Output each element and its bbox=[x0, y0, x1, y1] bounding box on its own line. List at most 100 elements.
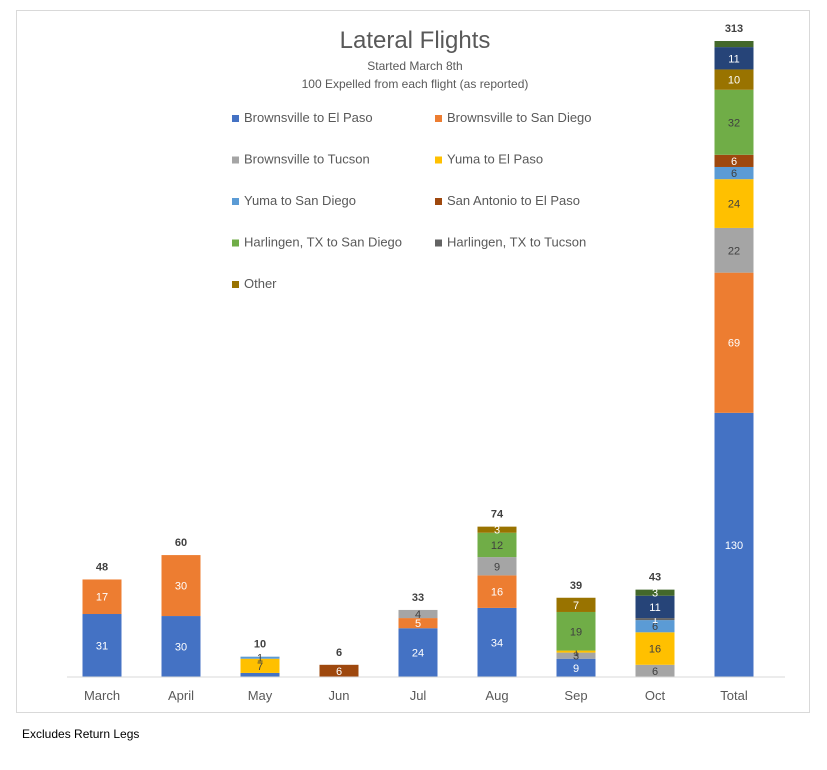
bar-segment-aug-brownsville-to-el-paso bbox=[477, 607, 517, 677]
x-tick-label-may: May bbox=[248, 688, 273, 703]
chart-title: Lateral Flights bbox=[340, 27, 491, 54]
bar-total-label: 10 bbox=[254, 639, 266, 651]
bar-segment-sep-brownsville-to-el-paso bbox=[556, 658, 596, 677]
bar-value-label: 24 bbox=[412, 648, 424, 660]
bar-total-label: 60 bbox=[175, 537, 187, 549]
bar-segment-oct-yuma-to-san-diego bbox=[635, 620, 675, 633]
bar-segment-total-brownsville-to-san-diego bbox=[714, 272, 754, 413]
bar-segment-total-brownsville-to-el-paso bbox=[714, 412, 754, 677]
legend-swatch bbox=[435, 198, 442, 205]
bar-value-label: 3 bbox=[573, 651, 579, 663]
x-tick-label-aug: Aug bbox=[485, 688, 508, 703]
legend-label: Yuma to San Diego bbox=[244, 193, 356, 208]
bar-segment-sep-other bbox=[556, 597, 596, 612]
legend-item-harlingen-tx-to-tucson: Harlingen, TX to Tucson bbox=[435, 235, 586, 250]
bar-value-label: 30 bbox=[175, 581, 187, 593]
bar-segment-total-other bbox=[714, 69, 754, 90]
legend-label: Yuma to El Paso bbox=[447, 152, 543, 167]
bar-group-jul: 24 54 33 bbox=[398, 592, 438, 677]
bar-group-sep: 931 19 7 39 bbox=[556, 580, 596, 677]
bar-value-label: 6 bbox=[336, 666, 342, 678]
bar-value-label: 22 bbox=[728, 245, 740, 257]
bar-segment-aug-other bbox=[477, 526, 517, 533]
legend-swatch bbox=[435, 239, 442, 247]
bar-value-label: 19 bbox=[570, 626, 582, 638]
bar-value-label: 11 bbox=[649, 602, 660, 614]
bar-segment-total-series-9 bbox=[714, 47, 754, 70]
legend-swatch bbox=[435, 115, 442, 122]
bar-value-label: 7 bbox=[573, 600, 579, 612]
legend-label: Brownsville to Tucson bbox=[244, 152, 370, 167]
bar-segment-oct-series-10 bbox=[635, 589, 675, 596]
bar-segment-oct-harlingen-tx-to-tucson bbox=[635, 618, 675, 621]
bar-value-label: 6 bbox=[731, 168, 737, 180]
bar-group-may: 71 10 bbox=[240, 639, 280, 677]
bar-value-label: 31 bbox=[96, 641, 108, 653]
legend-swatch bbox=[232, 115, 239, 122]
bar-segment-may-yuma-to-el-paso bbox=[240, 658, 280, 673]
bar-segment-april-brownsville-to-el-paso bbox=[161, 616, 201, 677]
chart-frame: Lateral Flights Started March 8th 100 Ex… bbox=[16, 10, 810, 713]
x-tick-label-jul: Jul bbox=[410, 688, 427, 703]
bar-total-label: 6 bbox=[336, 647, 342, 659]
bar-total-label: 48 bbox=[96, 561, 108, 573]
bar-segment-total-yuma-to-san-diego bbox=[714, 166, 754, 180]
bar-segment-jun-san-antonio-to-el-paso bbox=[319, 664, 359, 677]
bar-segment-may-brownsville-to-el-paso bbox=[240, 672, 280, 677]
bar-value-label: 1 bbox=[573, 647, 579, 659]
bar-total-label: 33 bbox=[412, 592, 424, 604]
x-axis-tick-labels: March April May Jun Jul Aug Sep Oct Total bbox=[84, 688, 748, 703]
bar-value-label: 130 bbox=[725, 540, 743, 552]
legend-item-other: Other bbox=[232, 276, 277, 291]
bar-value-label: 3 bbox=[652, 588, 658, 600]
bar-segment-jul-brownsville-to-tucson bbox=[398, 609, 438, 619]
legend-label: San Antonio to El Paso bbox=[447, 193, 580, 208]
legend-swatch bbox=[232, 156, 239, 164]
bar-value-label: 1 bbox=[652, 614, 658, 626]
bar-value-label: 10 bbox=[728, 75, 740, 87]
bar-value-label: 69 bbox=[728, 338, 740, 350]
legend-swatch bbox=[232, 239, 239, 247]
bar-segment-aug-brownsville-to-san-diego bbox=[477, 575, 517, 608]
bar-segment-aug-harlingen-tx-to-san-diego bbox=[477, 532, 517, 558]
bar-segment-oct-brownsville-to-tucson bbox=[635, 664, 675, 677]
bar-value-label: 9 bbox=[573, 663, 579, 675]
bar-value-label: 6 bbox=[731, 156, 737, 168]
legend-item-harlingen-tx-to-san-diego: Harlingen, TX to San Diego bbox=[232, 235, 402, 250]
bar-total-label: 39 bbox=[570, 580, 582, 592]
bar-group-april: 30 30 60 bbox=[161, 537, 201, 677]
bar-segment-sep-yuma-to-el-paso bbox=[556, 650, 596, 653]
bar-segment-sep-brownsville-to-tucson bbox=[556, 652, 596, 659]
bar-value-label: 6 bbox=[652, 621, 658, 633]
x-tick-label-march: March bbox=[84, 688, 120, 703]
x-tick-label-april: April bbox=[168, 688, 194, 703]
bar-segment-total-series-10 bbox=[714, 41, 754, 48]
bar-total-label: 43 bbox=[649, 572, 661, 584]
bar-value-label: 7 bbox=[257, 661, 263, 673]
bar-value-label: 16 bbox=[491, 587, 503, 599]
bar-value-label: 12 bbox=[491, 540, 503, 552]
bar-segment-total-harlingen-tx-to-san-diego bbox=[714, 89, 754, 155]
chart-subtitle-2: 100 Expelled from each flight (as report… bbox=[302, 77, 529, 91]
bar-segment-oct-yuma-to-el-paso bbox=[635, 632, 675, 665]
legend-item-san-antonio-to-el-paso: San Antonio to El Paso bbox=[435, 193, 580, 208]
legend-item-yuma-to-san-diego: Yuma to San Diego bbox=[232, 193, 356, 208]
bar-value-label: 16 bbox=[649, 644, 661, 656]
bar-segment-jul-brownsville-to-el-paso bbox=[398, 628, 438, 677]
bar-group-jun: 66 bbox=[319, 647, 359, 678]
legend-item-brownsville-to-el-paso: Brownsville to El Paso bbox=[232, 110, 373, 125]
legend-label: Brownsville to San Diego bbox=[447, 110, 592, 125]
legend-swatch bbox=[232, 198, 239, 205]
bar-segment-march-brownsville-to-el-paso bbox=[82, 614, 122, 677]
bar-segment-total-brownsville-to-tucson bbox=[714, 227, 754, 273]
legend-swatch bbox=[435, 156, 442, 164]
legend-item-brownsville-to-san-diego: Brownsville to San Diego bbox=[435, 110, 592, 125]
legend: Brownsville to El Paso Brownsville to San… bbox=[232, 110, 592, 291]
legend-swatch bbox=[232, 281, 239, 288]
bar-value-label: 32 bbox=[728, 117, 740, 129]
bar-group-march: 31 17 48 bbox=[82, 561, 122, 677]
bar-value-label: 5 bbox=[415, 618, 421, 630]
x-tick-label-sep: Sep bbox=[564, 688, 587, 703]
